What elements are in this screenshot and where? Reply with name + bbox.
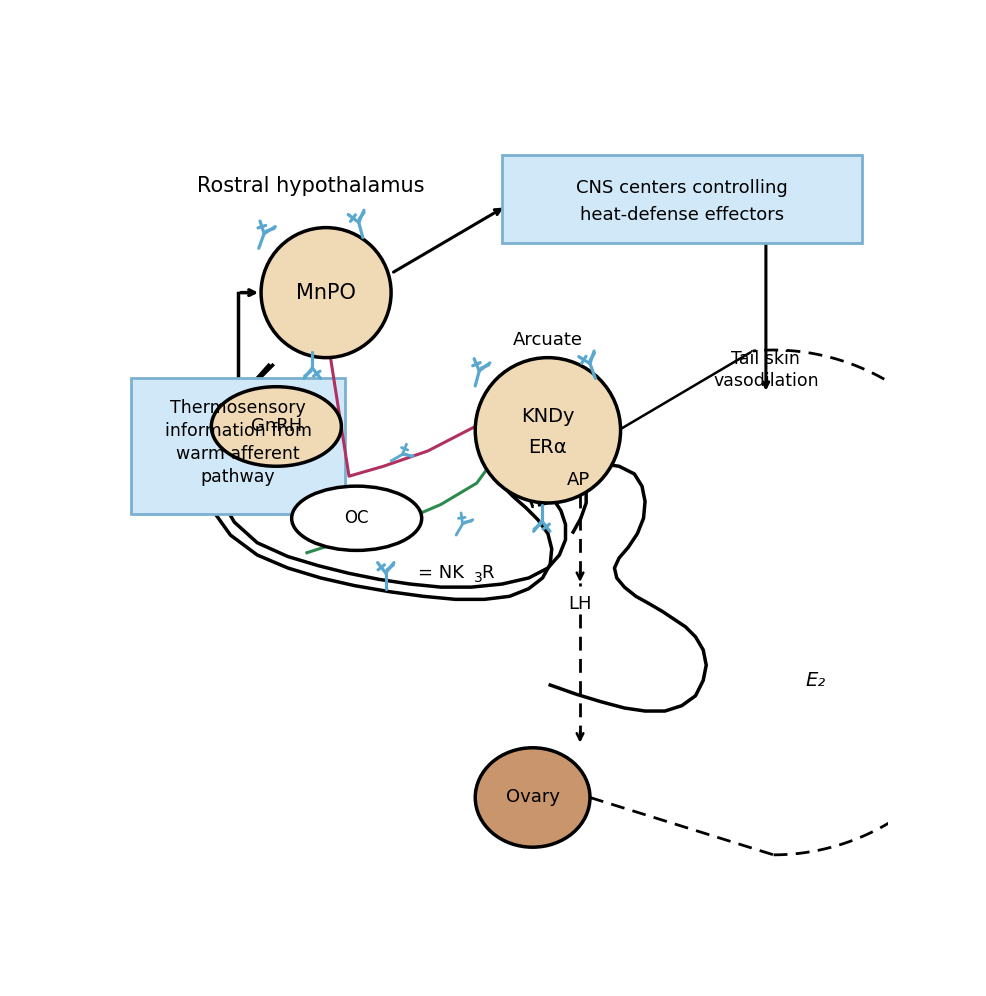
Text: pathway: pathway — [200, 468, 275, 486]
Circle shape — [261, 228, 390, 358]
Text: R: R — [481, 565, 493, 583]
Text: Tail skin: Tail skin — [731, 351, 800, 369]
Text: 3: 3 — [473, 571, 482, 585]
Text: Thermosensory: Thermosensory — [170, 399, 306, 417]
Text: AP: AP — [566, 471, 590, 489]
Text: KNDy: KNDy — [521, 407, 574, 426]
Text: information from: information from — [165, 422, 312, 440]
Text: MnPO: MnPO — [296, 283, 356, 303]
Text: ERα: ERα — [528, 437, 567, 456]
Text: Arcuate: Arcuate — [513, 331, 583, 349]
Text: heat-defense effectors: heat-defense effectors — [579, 205, 783, 224]
FancyBboxPatch shape — [502, 155, 861, 243]
Text: OC: OC — [344, 509, 369, 527]
Text: Ovary: Ovary — [505, 789, 559, 807]
Ellipse shape — [211, 386, 341, 466]
Text: LH: LH — [568, 595, 592, 613]
Ellipse shape — [292, 486, 421, 551]
FancyBboxPatch shape — [131, 378, 345, 515]
Text: Rostral hypothalamus: Rostral hypothalamus — [197, 175, 424, 195]
Circle shape — [475, 358, 620, 503]
Text: vasodilation: vasodilation — [712, 372, 818, 389]
Text: E₂: E₂ — [805, 671, 825, 690]
Ellipse shape — [475, 748, 590, 848]
Text: warm afferent: warm afferent — [176, 445, 300, 463]
Text: GnRH: GnRH — [250, 417, 302, 435]
Text: CNS centers controlling: CNS centers controlling — [575, 179, 787, 197]
Text: = NK: = NK — [417, 565, 463, 583]
